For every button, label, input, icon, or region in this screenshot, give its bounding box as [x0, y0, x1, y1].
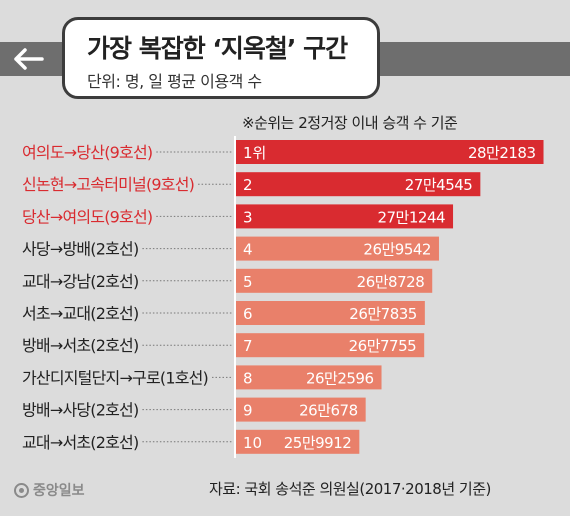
- value-label: 28만2183: [468, 144, 536, 162]
- category-label: 방배→서초(2호선): [22, 336, 138, 355]
- bar: [236, 140, 544, 164]
- bar: [236, 268, 433, 293]
- bar: [236, 236, 439, 261]
- category-label: 서초→교대(2호선): [22, 304, 138, 323]
- bar: [236, 301, 425, 325]
- chart-subtitle: 단위: 명, 일 평균 이용객 수: [87, 72, 262, 91]
- chart-title: 가장 복잡한 ‘지옥철’ 구간: [87, 34, 348, 63]
- rank-label: 6: [243, 305, 253, 323]
- source-note: 자료: 국회 송석준 의원실(2017·2018년 기준): [209, 480, 491, 498]
- rank-label: 4: [243, 241, 253, 259]
- category-label: 사당→방배(2호선): [22, 240, 138, 259]
- logo-text: 중앙일보: [33, 483, 85, 499]
- rank-label: 5: [243, 273, 253, 291]
- bar: [236, 429, 360, 454]
- value-label: 27만1244: [377, 208, 445, 226]
- arrow-left-icon[interactable]: [8, 44, 48, 74]
- logo-icon: [14, 482, 29, 498]
- value-label: 26만7755: [349, 337, 417, 355]
- rank-label: 8: [243, 369, 253, 387]
- rank-label: 7: [243, 337, 253, 355]
- category-label: 신논현→고속터미널(9호선): [22, 175, 194, 194]
- category-label: 교대→강남(2호선): [22, 272, 138, 291]
- rank-label: 1위: [243, 144, 266, 162]
- bar: [236, 333, 425, 358]
- title-card: 가장 복잡한 ‘지옥철’ 구간 단위: 명, 일 평균 이용객 수: [62, 17, 380, 99]
- category-label: 가산디지털단지→구로(1호선): [22, 368, 208, 387]
- publisher-logo: 중앙일보: [14, 480, 85, 500]
- bar: [236, 172, 481, 197]
- bar: [236, 397, 366, 422]
- bar: [236, 204, 454, 229]
- value-label: 25만9912: [284, 434, 352, 452]
- category-label: 교대→서초(2호선): [22, 433, 138, 452]
- value-label: 26만2596: [306, 369, 374, 387]
- bar: [236, 365, 382, 390]
- rank-label: 9: [243, 402, 253, 420]
- ranking-note: ※순위는 2정거장 이내 승객 수 기준: [242, 114, 458, 132]
- rank-label: 2: [243, 176, 253, 194]
- rank-label: 10: [243, 434, 262, 452]
- category-label: 당산→여의도(9호선): [22, 207, 152, 226]
- rank-label: 3: [243, 208, 253, 226]
- value-label: 26만7835: [349, 305, 417, 323]
- value-label: 27만4545: [405, 176, 473, 194]
- value-label: 26만678: [299, 402, 358, 420]
- value-label: 26만8728: [357, 273, 425, 291]
- category-label: 방배→사당(2호선): [22, 401, 138, 420]
- category-label: 여의도→당산(9호선): [22, 143, 152, 162]
- value-label: 26만9542: [363, 241, 431, 259]
